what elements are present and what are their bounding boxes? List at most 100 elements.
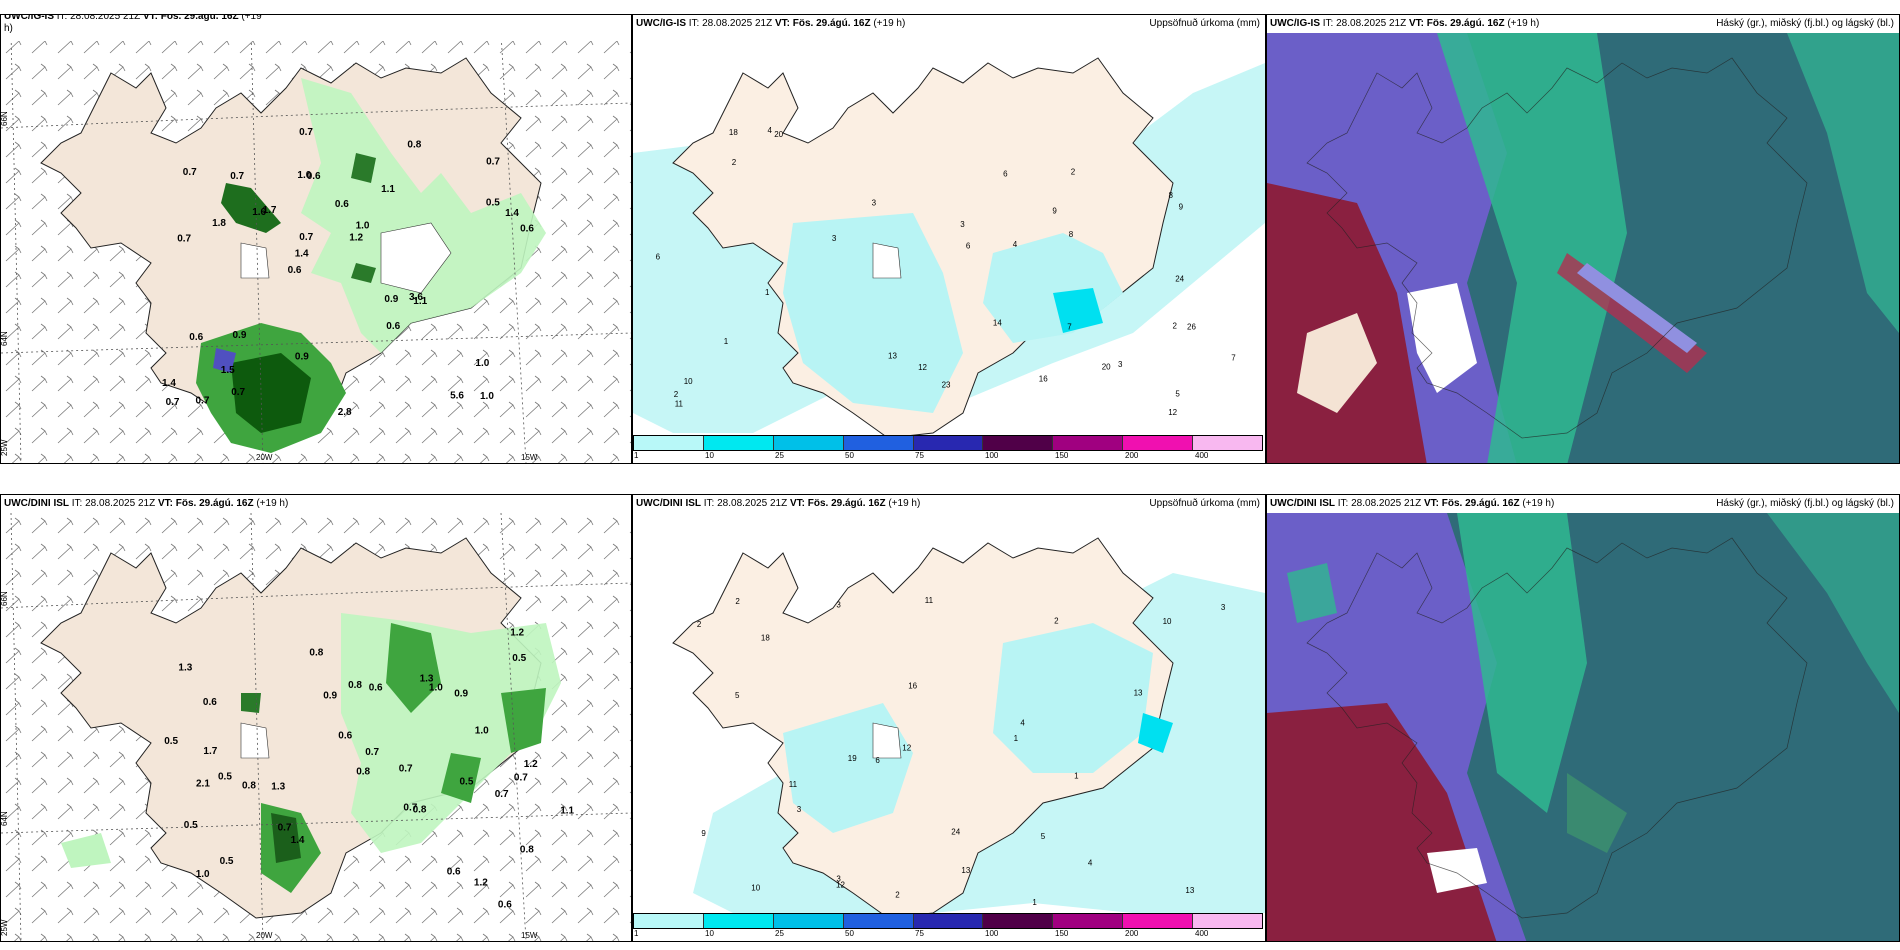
map-value-label: 0.9 [233, 330, 247, 341]
map-value-label: 14 [993, 318, 1002, 327]
panel-title: Uppsöfnuð úrkoma (mm) [1149, 18, 1260, 29]
map-value-label: 1.1 [560, 806, 574, 817]
map-canvas: 1427633926102014242318131285712334620162… [633, 33, 1265, 463]
map-value-label: 0.7 [299, 127, 313, 138]
map-value-label: 0.5 [184, 820, 198, 831]
colorbar-swatch [1123, 914, 1194, 928]
colorbar-tick-label: 50 [845, 451, 854, 460]
map-value-label: 0.5 [218, 771, 232, 782]
map-value-label: 0.7 [495, 789, 509, 800]
colorbar-swatch [1193, 914, 1263, 928]
map-value-label: 0.6 [498, 900, 512, 911]
map-value-label: 0.7 [196, 396, 210, 407]
colorbar-swatches [633, 913, 1263, 929]
map-value-label: 2 [732, 158, 737, 167]
colorbar-tick-label: 25 [775, 451, 784, 460]
colorbar-swatch [703, 914, 774, 928]
model-name: UWC/IG-IS [4, 14, 54, 22]
map-value-label: 2 [697, 620, 702, 629]
map-value-label: 7 [1231, 354, 1236, 363]
lon-label-15w: 15W [521, 931, 538, 940]
map-value-label: 0.8 [407, 140, 421, 151]
map-value-label: 0.7 [403, 802, 417, 813]
map-value-label: 1.7 [263, 205, 277, 216]
lat-label-66n: 66N [1, 591, 9, 606]
map-value-label: 0.7 [299, 232, 313, 243]
map-value-label: 1 [1032, 898, 1037, 907]
map-value-label: 6 [875, 756, 880, 765]
panel-igis-precip-wind: UWC/IG-IS IT: 28.08.2025 21Z VT: Fös. 29… [0, 14, 632, 464]
init-time: IT: 28.08.2025 21Z [688, 18, 773, 29]
colorbar-swatch [843, 436, 914, 450]
model-name: UWC/IG-IS [1270, 18, 1320, 29]
lead-time: (+19 h) [1507, 18, 1540, 29]
lat-label-64n: 64N [1, 331, 9, 346]
map-value-label: 0.7 [399, 764, 413, 775]
colorbar-tick-label: 100 [985, 451, 999, 460]
map-value-label: 1.3 [178, 663, 192, 674]
map-value-label: 3 [872, 198, 877, 207]
map-value-label: 3 [836, 875, 841, 884]
map-value-label: 0.8 [356, 767, 370, 778]
map-value-label: 0.6 [520, 224, 534, 235]
colorbar: 1 10 25 50 75 100 150 200 400 [633, 435, 1263, 461]
map-value-label: 10 [751, 884, 760, 893]
map-value-label: 0.5 [486, 198, 500, 209]
lead-time: (+19 h) [888, 498, 921, 509]
map-value-label: 1.2 [474, 878, 488, 889]
valid-time: VT: Fös. 29.ágú. 16Z [1423, 498, 1520, 509]
model-name: UWC/IG-IS [636, 18, 686, 29]
map-value-label: 0.7 [231, 387, 245, 398]
map-value-label: 1 [1014, 734, 1019, 743]
map-value-label: 6 [656, 253, 661, 262]
map-value-label: 3 [960, 220, 965, 229]
panel-header: UWC/IG-IS IT: 28.08.2025 21Z VT: Fös. 29… [634, 16, 1264, 32]
panel-title: Háský (gr.), miðský (fj.bl.) og lágský (… [1716, 18, 1894, 29]
map-value-label: 1.7 [203, 746, 217, 757]
map-value-label: 0.6 [189, 332, 203, 343]
map-value-label: 23 [942, 381, 951, 390]
panel-title: Háský (gr.), miðský (fj.bl.) og lágský (… [1716, 498, 1894, 509]
map-value-label: 1.4 [505, 208, 519, 219]
map-value-label: 10 [684, 377, 693, 386]
map-value-label: 2 [895, 891, 900, 900]
map-value-label: 3.6 [409, 292, 423, 303]
map-value-label: 1 [765, 288, 770, 297]
colorbar-swatch [773, 914, 844, 928]
map-value-label: 0.6 [338, 730, 352, 741]
valid-time: VT: Fös. 29.ágú. 16Z [774, 18, 871, 29]
map-value-label: 0.6 [447, 867, 461, 878]
lon-label-20w: 20W [256, 931, 273, 940]
map-value-label: 0.8 [242, 781, 256, 792]
panel-header: UWC/DINI ISL IT: 28.08.2025 21Z VT: Fös.… [1268, 496, 1898, 512]
map-value-label: 0.7 [177, 233, 191, 244]
map-value-label: 0.9 [454, 689, 468, 700]
map-value-label: 12 [1168, 408, 1177, 417]
map-value-label: 16 [1039, 374, 1048, 383]
init-time: IT: 28.08.2025 21Z [56, 14, 141, 22]
map-value-label: 9 [1179, 202, 1184, 211]
map-value-label: 2 [735, 597, 740, 606]
cloud-map-canvas [1267, 33, 1899, 463]
map-value-label: 1.0 [356, 221, 370, 232]
map-value-label: 3 [1118, 360, 1123, 369]
map-value-label: 0.5 [460, 776, 474, 787]
map-value-label: 1.8 [212, 218, 226, 229]
colorbar-tick-label: 200 [1125, 451, 1139, 460]
panel-header: UWC/IG-IS IT: 28.08.2025 21Z VT: Fös. 29… [2, 14, 630, 41]
map-value-label: 1.0 [196, 869, 210, 880]
valid-time: VT: Fös. 29.ágú. 16Z [789, 498, 886, 509]
colorbar-tick-label: 50 [845, 929, 854, 938]
map-value-label: 18 [729, 128, 738, 137]
map-value-label: 0.9 [384, 294, 398, 305]
accum-value-labels: 2134318191311161013122421512625341013119… [697, 596, 1226, 907]
map-value-label: 20 [774, 130, 783, 139]
panel-header: UWC/IG-IS IT: 28.08.2025 21Z VT: Fös. 29… [1268, 16, 1898, 32]
map-value-label: 0.6 [307, 171, 321, 182]
colorbar-tick-label: 150 [1055, 929, 1069, 938]
cloud-map-canvas [1267, 513, 1899, 941]
colorbar-tick-label: 25 [775, 929, 784, 938]
map-value-label: 1 [724, 337, 729, 346]
map-value-label: 0.7 [365, 747, 379, 758]
map-value-label: 4 [1013, 240, 1018, 249]
